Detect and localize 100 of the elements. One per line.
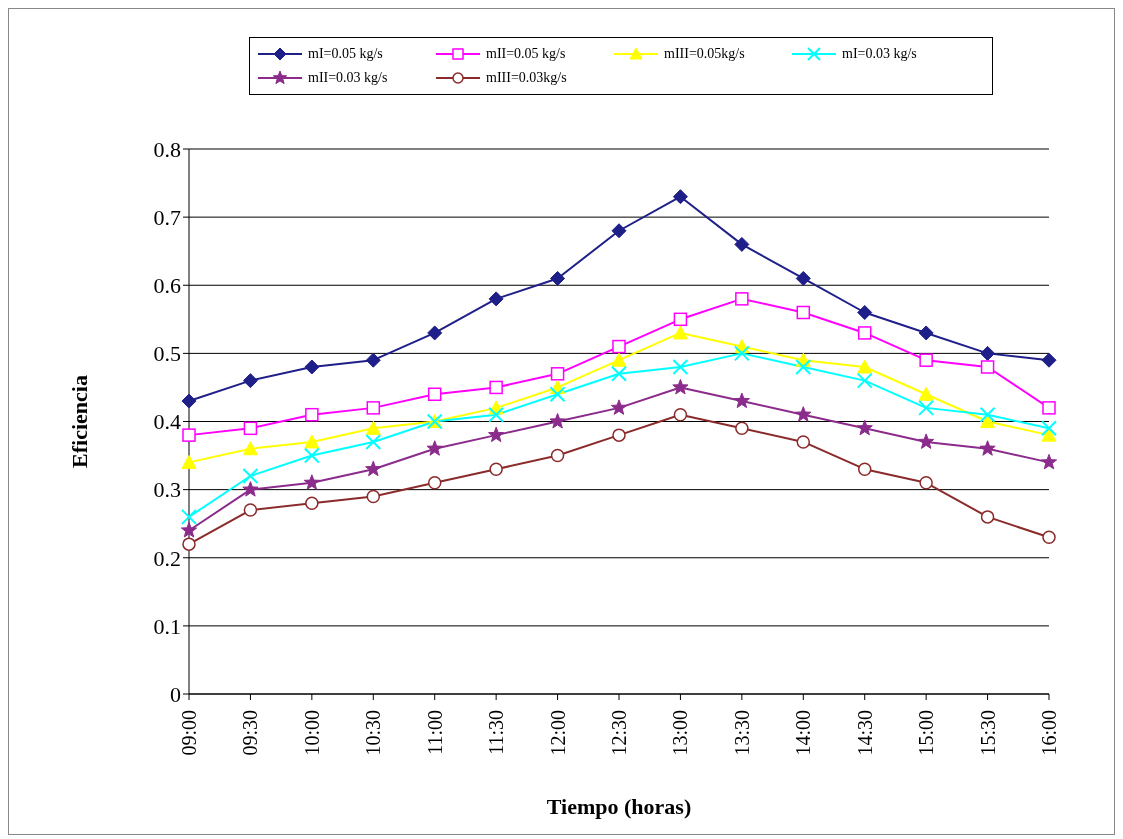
- point: [550, 270, 566, 286]
- point: [612, 428, 626, 442]
- point: [180, 522, 198, 538]
- x-tick-label: 13:30: [730, 710, 753, 756]
- point: [857, 305, 873, 320]
- point: [919, 353, 933, 367]
- point: [182, 537, 196, 551]
- x-tick-label: 15:30: [976, 710, 999, 756]
- x-tick-label: 11:30: [485, 710, 508, 755]
- legend-label: mIII=0.03kg/s: [486, 70, 567, 86]
- y-tick-label: 0.6: [153, 273, 181, 299]
- point: [243, 421, 258, 436]
- x-tick-label: 10:00: [300, 710, 323, 756]
- x-tick-label: 09:30: [239, 710, 262, 756]
- legend-label: mII=0.05 kg/s: [486, 46, 566, 62]
- point: [242, 441, 258, 456]
- point: [366, 401, 381, 415]
- point: [1042, 530, 1056, 545]
- point: [242, 373, 258, 389]
- point: [304, 434, 320, 449]
- point: [365, 433, 382, 450]
- point: [181, 508, 197, 525]
- point: [427, 325, 443, 341]
- point: [980, 360, 995, 374]
- point: [856, 372, 873, 389]
- point: [181, 454, 197, 469]
- point: [857, 462, 872, 476]
- point: [734, 236, 750, 252]
- point: [918, 399, 935, 416]
- point: [673, 312, 688, 327]
- point: [181, 393, 197, 409]
- point: [735, 421, 749, 436]
- point: [918, 325, 934, 341]
- x-tick-label: 12:30: [608, 710, 630, 756]
- point: [672, 378, 689, 395]
- y-tick-label: 0.3: [153, 477, 181, 503]
- point: [488, 406, 505, 423]
- point: [489, 380, 503, 395]
- point: [610, 399, 628, 415]
- point: [366, 489, 381, 504]
- point: [243, 503, 258, 517]
- x-tick-label: 11:00: [423, 710, 446, 755]
- point: [796, 435, 811, 449]
- point: [796, 305, 811, 320]
- point: [919, 476, 933, 490]
- point: [611, 365, 627, 382]
- point: [303, 474, 320, 490]
- point: [795, 359, 812, 375]
- point: [672, 189, 688, 205]
- point: [549, 386, 566, 403]
- y-tick-label: 0.4: [153, 409, 181, 435]
- point: [980, 414, 996, 428]
- point: [304, 359, 320, 375]
- point: [365, 352, 381, 368]
- x-tick-label: 15:00: [915, 710, 938, 756]
- point: [305, 496, 319, 510]
- point: [980, 345, 996, 361]
- legend-label: mI=0.05 kg/s: [308, 46, 383, 62]
- point: [365, 460, 382, 477]
- y-tick-label: 0: [170, 681, 181, 707]
- x-tick-label: 14:30: [853, 710, 876, 756]
- point: [305, 407, 319, 422]
- point: [918, 433, 935, 449]
- point: [611, 352, 627, 367]
- y-tick-label: 0.8: [153, 136, 181, 162]
- x-tick-label: 13:00: [669, 710, 692, 756]
- point: [550, 448, 565, 463]
- legend-label: mI=0.03 kg/s: [842, 46, 917, 62]
- point: [426, 440, 443, 456]
- point: [303, 447, 320, 464]
- point: [795, 270, 811, 286]
- point: [488, 426, 505, 443]
- point: [673, 407, 688, 422]
- point: [427, 387, 442, 401]
- point: [672, 325, 688, 340]
- x-tick-label: 09:00: [178, 710, 200, 756]
- x-tick-label: 14:00: [792, 710, 815, 756]
- point: [488, 291, 504, 307]
- point: [733, 392, 750, 409]
- point: [1042, 401, 1056, 415]
- y-tick-label: 0.2: [153, 545, 181, 571]
- point: [612, 339, 626, 354]
- point: [1041, 420, 1057, 437]
- point: [980, 510, 995, 524]
- legend-label: mIII=0.05kg/s: [664, 46, 745, 62]
- point: [856, 419, 873, 436]
- point: [918, 386, 934, 401]
- point: [242, 468, 259, 484]
- x-tick-label: 10:30: [362, 710, 385, 756]
- point: [733, 345, 750, 362]
- point: [1041, 427, 1057, 442]
- point: [182, 428, 196, 442]
- point: [489, 462, 503, 476]
- point: [672, 359, 689, 375]
- point: [857, 326, 872, 340]
- y-tick-label: 0.5: [153, 341, 181, 367]
- point: [979, 440, 996, 456]
- point: [427, 476, 442, 490]
- point: [549, 413, 566, 429]
- point: [857, 359, 873, 374]
